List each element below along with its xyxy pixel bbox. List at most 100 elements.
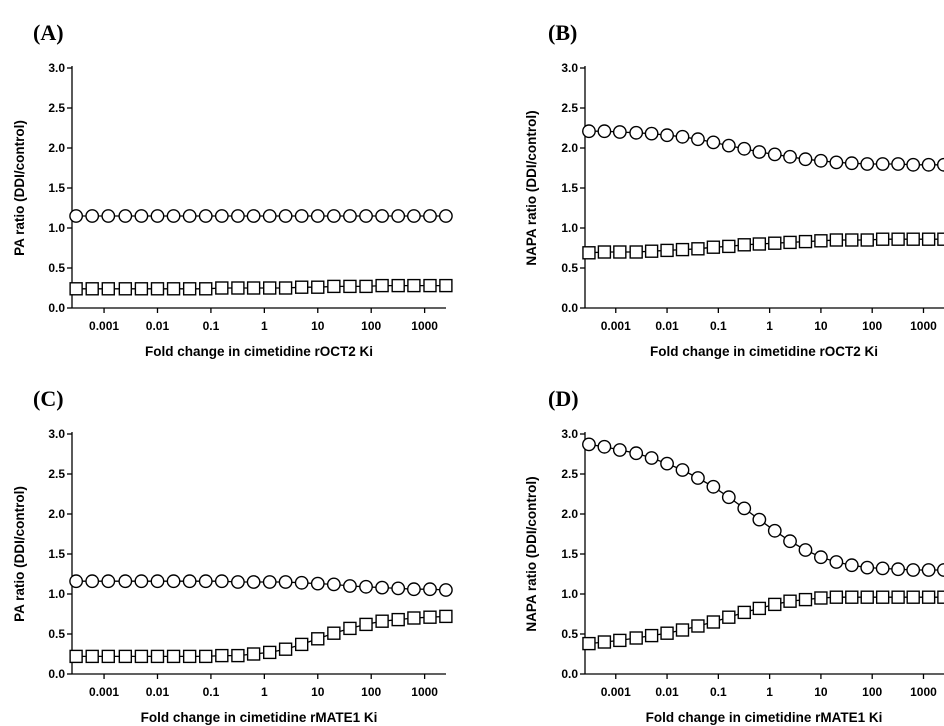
panel-d-data-point (767, 523, 782, 538)
panel-a-y-tick-label: 2.0 (48, 141, 65, 155)
panel-a-data-point (407, 209, 421, 223)
panel-a-y-tick-label: 1.0 (48, 221, 65, 235)
panel-d-y-tick-label: 1.0 (561, 587, 578, 601)
panel-c-data-point (343, 579, 357, 593)
panel-c-data-point (69, 574, 84, 589)
panel-d-data-point (845, 590, 859, 604)
panel-a-data-point (375, 278, 389, 293)
panel-a-data-point (231, 209, 245, 223)
panel-a-data-point (134, 209, 149, 223)
panel-b-data-point (891, 232, 905, 246)
panel-a-data-point (118, 209, 133, 223)
panel-b-data-point (798, 234, 813, 249)
panel-a-data-point (101, 209, 116, 223)
panel-c-data-point (134, 574, 149, 589)
panel-c-data-point (278, 575, 293, 589)
panel-a-data-point (101, 282, 115, 296)
panel-d-y-tick-label: 2.0 (561, 507, 578, 521)
panel-c-data-point (231, 575, 245, 589)
panel-b-series-circle (582, 124, 944, 172)
panel-a-x-tick-label: 10 (311, 319, 325, 333)
panel-b-data-point (921, 157, 936, 172)
panel-b-data-point (875, 232, 890, 246)
panel-a-data-point (166, 209, 181, 223)
panel-d-data-point (860, 560, 875, 575)
panel-b-data-point (752, 237, 767, 251)
panel-d-x-tick-label: 1 (766, 685, 773, 699)
panel-b: (B) NAPA ratio (DDI/control) Fold change… (524, 20, 944, 359)
panel-b-data-point (860, 157, 875, 171)
panel-c-data-point (375, 580, 390, 595)
panel-a-data-point (246, 281, 261, 295)
panel-b-data-point (721, 138, 736, 153)
panel-a-data-point (246, 209, 261, 223)
panel-d-data-point (783, 534, 797, 549)
panel-a-y-tick-label: 0.5 (48, 261, 65, 275)
panel-b-x-tick-label: 0.001 (601, 319, 631, 333)
panel-a-data-point (294, 209, 309, 223)
panel-c-data-point (166, 649, 181, 664)
panel-a-data-point (85, 282, 99, 296)
panel-b-data-point (814, 234, 828, 248)
panel-c-data-point (134, 649, 149, 664)
panel-c-data-point (423, 582, 437, 597)
panel-a-data-point (391, 209, 406, 223)
panel-a-data-point (311, 280, 325, 294)
panel-d-data-point (798, 543, 813, 557)
panel-d-data-point (921, 590, 936, 604)
panel-d-data-point (660, 626, 674, 640)
panel-b-data-point (582, 246, 596, 260)
panel-c-data-point (359, 579, 373, 594)
panel-d-data-point (752, 601, 767, 616)
panel-a-x-tick-label: 1000 (411, 319, 438, 333)
panel-c-xlabel: Fold change in cimetidine rMATE1 Ki (141, 710, 378, 725)
panel-c-data-point (118, 649, 133, 664)
panel-c-y-tick-label: 1.0 (48, 587, 65, 601)
panel-d-y-tick-label: 0.0 (561, 667, 578, 681)
panel-a-y-tick-label: 0.0 (48, 301, 65, 315)
panel-d-data-point (844, 558, 859, 573)
panel-c-data-point (278, 642, 293, 656)
panel-c-data-point (439, 609, 453, 624)
panel-b-data-point (737, 141, 752, 156)
panel-d: (D) NAPA ratio (DDI/control) Fold change… (524, 386, 944, 725)
panel-d-data-point (829, 555, 844, 569)
panel-a-data-point (118, 282, 133, 296)
panel-b-data-point (783, 149, 797, 164)
panel-d-y-tick-label: 2.5 (561, 467, 578, 481)
panel-d-data-point (722, 610, 736, 624)
panel-a-data-point (343, 279, 357, 294)
panel-b-series-square (582, 232, 944, 260)
panel-d-series-line (588, 443, 944, 571)
panel-c-data-point (262, 575, 277, 589)
panel-b-x-tick-label: 1000 (910, 319, 937, 333)
panel-b-data-point (582, 124, 596, 139)
panel-a-data-point (166, 282, 181, 296)
panel-a-data-point (199, 282, 213, 296)
panel-c-x-tick-label: 1000 (411, 685, 438, 699)
panel-c-data-point (294, 637, 309, 652)
panel-c-data-point (101, 649, 115, 664)
panel-d-data-point (891, 562, 906, 577)
panel-d-series-square (582, 590, 944, 651)
panel-a-data-point (294, 280, 309, 294)
panel-b-data-point (691, 242, 705, 256)
panel-a-ylabel: PA ratio (DDI/control) (12, 120, 27, 256)
panel-a-data-point (423, 278, 437, 293)
panel-b-data-point (737, 238, 751, 252)
panel-d-data-point (629, 631, 643, 645)
panel-d-data-point (660, 456, 674, 471)
panel-b-data-point (814, 153, 828, 168)
panel-a-data-point (85, 209, 100, 223)
panel-b-x-tick-label: 0.1 (710, 319, 727, 333)
panel-d-data-point (706, 479, 721, 494)
panel-b-xlabel: Fold change in cimetidine rOCT2 Ki (650, 344, 878, 359)
panel-a-series-circle (69, 209, 453, 223)
panel-d-data-point (937, 590, 944, 604)
panel-b-y-tick-label: 1.0 (561, 221, 578, 235)
panel-a-x-tick-label: 0.01 (146, 319, 170, 333)
panel-d-y-tick-label: 1.5 (561, 547, 578, 561)
panel-c-series-circle (69, 574, 453, 597)
panel-c-data-point (198, 574, 213, 589)
panel-b-data-point (612, 125, 627, 139)
